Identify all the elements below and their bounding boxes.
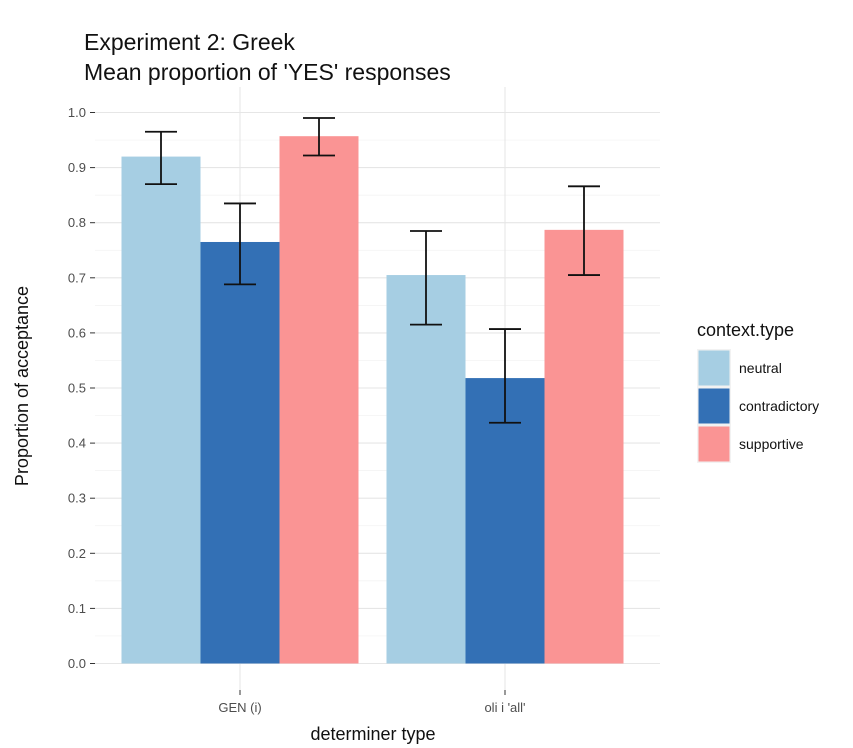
legend-swatch-neutral bbox=[698, 350, 730, 386]
y-tick-label: 1.0 bbox=[68, 105, 86, 120]
bar-contradictory-1 bbox=[465, 378, 545, 664]
x-axis-title: determiner type bbox=[310, 724, 435, 744]
bar-supportive-1 bbox=[544, 229, 624, 664]
y-tick-label: 0.3 bbox=[68, 491, 86, 506]
y-axis: 0.0 0.1 0.2 0.3 0.4 0.5 0.6 0.7 0.8 0.9 1.0 bbox=[68, 105, 95, 671]
y-axis-title: Proportion of acceptance bbox=[12, 286, 32, 486]
legend-swatch-contradictory bbox=[698, 388, 730, 424]
bar-supportive-0 bbox=[279, 136, 359, 664]
legend-swatch-supportive bbox=[698, 426, 730, 462]
y-tick-label: 0.5 bbox=[68, 381, 86, 396]
x-tick-label: oli i 'all' bbox=[484, 700, 525, 715]
x-tick-label: GEN (i) bbox=[218, 700, 261, 715]
y-tick-label: 0.8 bbox=[68, 215, 86, 230]
chart-subtitle: Mean proportion of 'YES' responses bbox=[84, 59, 451, 85]
legend-title: context.type bbox=[697, 320, 794, 340]
y-tick-label: 0.0 bbox=[68, 656, 86, 671]
x-axis: GEN (i) oli i 'all' bbox=[218, 690, 526, 715]
y-tick-label: 0.1 bbox=[68, 601, 86, 616]
y-tick-label: 0.2 bbox=[68, 546, 86, 561]
y-tick-label: 0.4 bbox=[68, 436, 86, 451]
legend: context.type neutral contradictory support… bbox=[697, 320, 819, 463]
bar-neutral-0 bbox=[121, 156, 201, 664]
legend-label-contradictory: contradictory bbox=[739, 398, 819, 414]
bars bbox=[121, 136, 624, 664]
chart-title: Experiment 2: Greek bbox=[84, 29, 295, 55]
y-tick-label: 0.9 bbox=[68, 160, 86, 175]
bar-neutral-1 bbox=[386, 275, 466, 664]
y-tick-label: 0.7 bbox=[68, 270, 86, 285]
bar-contradictory-0 bbox=[200, 241, 280, 664]
legend-label-supportive: supportive bbox=[739, 436, 804, 452]
legend-label-neutral: neutral bbox=[739, 360, 782, 376]
y-tick-label: 0.6 bbox=[68, 325, 86, 340]
error-bars bbox=[145, 117, 600, 424]
